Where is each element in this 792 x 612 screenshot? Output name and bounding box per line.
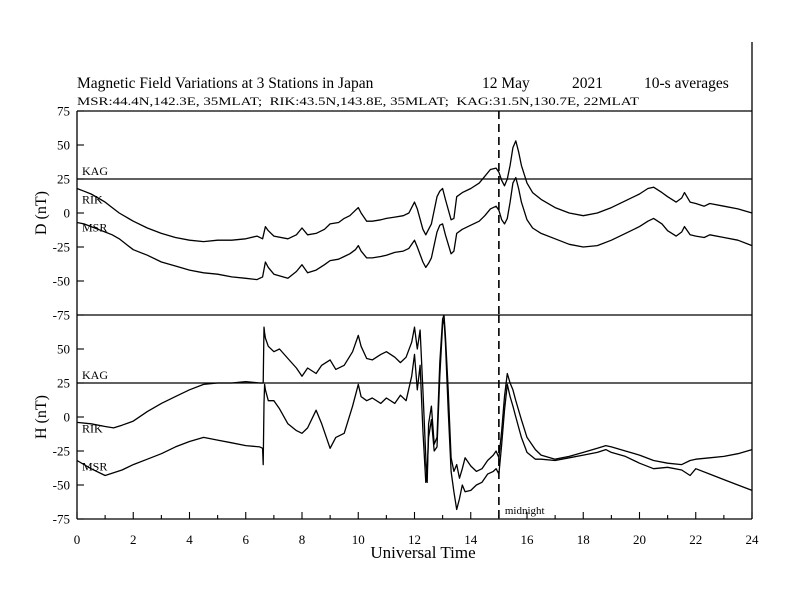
x-tick-label: 18 (577, 532, 590, 547)
rik-trace (76, 314, 753, 483)
year-label: 2021 (572, 75, 603, 92)
midnight-label: midnight (505, 505, 545, 517)
d-axis-label: D (nT) (33, 191, 50, 235)
y-tick-label: -25 (53, 240, 70, 255)
d-component-panel: 75 50 25 0 -25 -50 -75 KAG RIK MSR (53, 104, 753, 323)
h-axis-label: H (nT) (33, 395, 50, 439)
rik-trace (76, 140, 753, 243)
series-label-msr: MSR (82, 221, 107, 235)
series-label-msr: MSR (82, 460, 107, 474)
msr-trace (76, 176, 753, 281)
y-tick-label: -25 (53, 444, 70, 459)
plot-frame (76, 42, 753, 520)
x-tick-label: 14 (464, 532, 478, 547)
y-tick-label: 50 (57, 342, 70, 357)
x-tick-label: 4 (186, 532, 193, 547)
y-tick-label: -75 (53, 308, 70, 323)
x-tick-label: 2 (130, 532, 137, 547)
x-tick-label: 20 (633, 532, 646, 547)
x-tick-label: 12 (408, 532, 421, 547)
y-tick-label: -50 (53, 478, 70, 493)
date-label: 12 May (482, 75, 530, 92)
msr-trace (76, 318, 753, 511)
y-tick-label: -75 (53, 512, 70, 527)
x-tick-label: 24 (746, 532, 760, 547)
x-tick-label: 0 (74, 532, 81, 547)
series-label-kag: KAG (82, 368, 108, 382)
y-tick-label: 25 (57, 172, 70, 187)
y-tick-label: 0 (64, 410, 71, 425)
x-tick-label: 10 (352, 532, 365, 547)
y-tick-label: 50 (57, 138, 70, 153)
y-tick-label: -50 (53, 274, 70, 289)
y-tick-label: 25 (57, 376, 70, 391)
station-info: MSR:44.4N,142.3E, 35MLAT; RIK:43.5N,143.… (77, 94, 640, 108)
chart-title: Magnetic Field Variations at 3 Stations … (77, 75, 374, 92)
x-tick-label: 16 (521, 532, 535, 547)
series-label-kag: KAG (82, 164, 108, 178)
x-axis-label: Universal Time (370, 543, 475, 562)
y-tick-label: 0 (64, 206, 71, 221)
x-tick-label: 8 (299, 532, 306, 547)
series-label-rik: RIK (82, 421, 103, 435)
y-tick-label: 75 (57, 104, 70, 119)
x-tick-label: 22 (689, 532, 702, 547)
x-tick-label: 6 (243, 532, 250, 547)
series-label-rik: RIK (82, 193, 103, 207)
averaging-label: 10-s averages (644, 75, 729, 92)
